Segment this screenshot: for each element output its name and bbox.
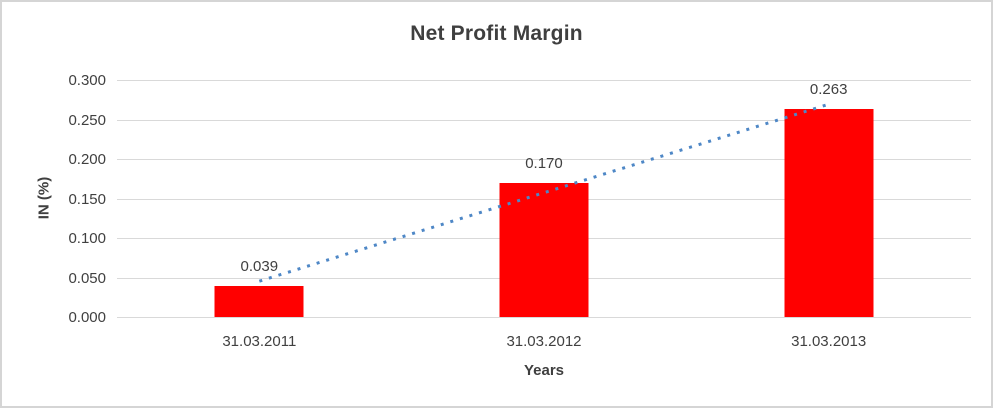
y-tick-label: 0.050 <box>68 269 106 287</box>
bar-slot: 0.263 <box>686 80 971 317</box>
x-tick-label: 31.03.2012 <box>506 333 582 350</box>
data-label: 0.039 <box>240 258 279 276</box>
chart-title: Net Profit Margin <box>410 22 583 45</box>
x-axis-title: Years <box>523 362 565 379</box>
data-label: 0.170 <box>525 154 563 172</box>
gridline <box>117 80 971 81</box>
y-tick-label: 0.100 <box>68 230 106 247</box>
bar-31.03.2012 <box>499 182 589 317</box>
y-tick-label: 0.150 <box>68 190 106 208</box>
plot-area: 0.039 0.170 0.263 <box>117 80 971 318</box>
data-label: 0.263 <box>809 81 848 99</box>
y-tick-label: 0.300 <box>68 72 106 89</box>
bar-slot: 0.039 <box>117 80 402 317</box>
bar-31.03.2013 <box>784 109 874 317</box>
gridline <box>117 119 971 121</box>
trendline <box>258 102 830 283</box>
x-tick-label: 31.03.2011 <box>222 333 297 350</box>
y-tick-label: 0.200 <box>68 151 106 168</box>
gridline <box>117 317 971 318</box>
y-tick-label: 0.000 <box>68 309 106 326</box>
x-tick-label: 31.03.2013 <box>791 333 867 350</box>
bar-31.03.2011 <box>214 286 304 317</box>
gridline <box>117 159 971 160</box>
bar-slot: 0.170 <box>402 80 687 317</box>
y-tick-label: 0.250 <box>68 111 106 129</box>
